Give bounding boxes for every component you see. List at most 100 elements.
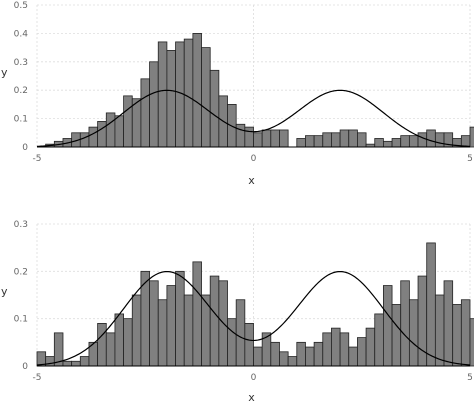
histogram-bar	[434, 132, 445, 148]
histogram-bar	[261, 129, 272, 148]
y-tick-label: 0.5	[14, 1, 28, 11]
x-tick-label: 5	[467, 373, 473, 383]
histogram-bar	[296, 341, 306, 367]
y-tick-label: 0.2	[14, 267, 28, 277]
histogram-bar	[235, 299, 246, 367]
histogram-bar	[105, 332, 116, 367]
histogram-bar	[408, 299, 419, 367]
histogram-bar	[382, 285, 393, 367]
histogram-bar	[331, 132, 341, 148]
histogram-bar	[391, 304, 402, 367]
histogram-bar	[235, 123, 246, 148]
histogram-bar	[339, 332, 350, 367]
histogram-bar	[313, 135, 324, 148]
histogram-bar	[331, 327, 341, 367]
histogram-bar	[365, 327, 376, 367]
histogram-bar	[140, 78, 150, 148]
histogram-bar	[279, 129, 289, 148]
y-tick-label: 0.1	[14, 115, 28, 125]
histogram-bar	[322, 332, 332, 367]
x-tick-label: -5	[33, 373, 42, 383]
x-tick-label: 0	[251, 154, 257, 164]
histogram-bar	[183, 294, 194, 367]
histogram-bar	[166, 285, 176, 367]
histogram-bar	[88, 126, 99, 148]
histogram-bar	[460, 135, 471, 148]
histogram-bar	[305, 346, 315, 367]
histogram-bar	[166, 50, 176, 148]
histogram-bar	[201, 47, 211, 148]
histogram-bar	[408, 135, 419, 148]
histogram-bar	[62, 360, 73, 367]
x-axis-label: x	[248, 391, 255, 403]
y-tick-label: 0.1	[14, 315, 28, 325]
histogram-bar	[157, 299, 168, 367]
histogram-bar	[287, 356, 298, 367]
histogram-bar	[270, 341, 280, 367]
histogram-bar	[296, 138, 306, 148]
histogram-bar	[183, 38, 194, 148]
density-curve	[36, 89, 471, 147]
histogram-bar	[149, 61, 159, 148]
histogram-bar	[357, 337, 367, 367]
y-tick-label: 0.3	[14, 58, 28, 68]
y-tick-label: 0.4	[14, 29, 29, 39]
x-tick-label: 0	[251, 373, 257, 383]
histogram-bar	[192, 261, 202, 367]
histogram-bar	[374, 138, 384, 148]
histogram-bar	[253, 346, 263, 367]
histogram-bar	[97, 121, 107, 148]
x-tick-label: 5	[467, 154, 473, 164]
histogram-bar	[45, 356, 55, 367]
histogram-bar	[348, 129, 358, 148]
histogram-bar	[227, 318, 237, 367]
x-tick-label: -5	[33, 154, 42, 164]
histogram-bar	[400, 280, 410, 367]
histogram-bar	[105, 112, 116, 148]
histogram-bar	[123, 318, 133, 367]
y-axis-label: y	[1, 285, 8, 298]
histogram-bar	[253, 132, 263, 148]
histogram-bar	[443, 280, 454, 367]
histogram-bar	[469, 126, 474, 148]
histogram-bar	[270, 129, 280, 148]
histogram-bar	[391, 138, 402, 148]
histogram-bar	[71, 360, 81, 367]
histogram-bar	[382, 140, 393, 148]
histogram-bar	[469, 318, 474, 367]
histogram-bar	[114, 313, 125, 367]
histogram-bar	[123, 95, 133, 148]
histogram-bar	[114, 115, 125, 148]
histogram-bar	[157, 41, 168, 148]
histogram-bar	[79, 356, 90, 367]
histogram-bar	[426, 129, 436, 148]
histogram-bar	[434, 294, 445, 367]
density-curve	[36, 270, 471, 366]
histogram-bar	[97, 322, 107, 367]
y-axis-label: y	[1, 66, 8, 79]
histogram-bar	[279, 351, 289, 367]
histogram-bar	[400, 135, 410, 148]
bottom-histogram-panel: 0 0.1 0.2 0.3 -5 0 5 x y	[1, 220, 474, 403]
histogram-bar	[357, 132, 367, 148]
histogram-bar	[192, 33, 202, 148]
y-tick-label: 0.3	[14, 220, 28, 230]
histogram-bar	[175, 270, 185, 367]
histogram-bar	[460, 299, 471, 367]
y-tick-label: 0	[22, 143, 28, 153]
histogram-bar	[244, 322, 254, 367]
histogram-bar	[244, 126, 254, 148]
histogram-bar	[348, 346, 358, 367]
x-axis-label: x	[248, 174, 255, 187]
histogram-bar	[417, 132, 428, 148]
histogram-bar	[339, 129, 350, 148]
y-tick-label: 0	[22, 362, 28, 372]
histogram-bar	[452, 304, 462, 367]
top-histogram-panel: 0 0.1 0.2 0.3 0.4 0.5 -5 0 5 x y	[1, 1, 474, 187]
histogram-bar	[209, 69, 220, 148]
histogram-bar	[313, 341, 324, 367]
histogram-bar	[131, 98, 142, 148]
y-tick-label: 0.2	[14, 86, 28, 96]
histogram-bar	[149, 280, 159, 367]
